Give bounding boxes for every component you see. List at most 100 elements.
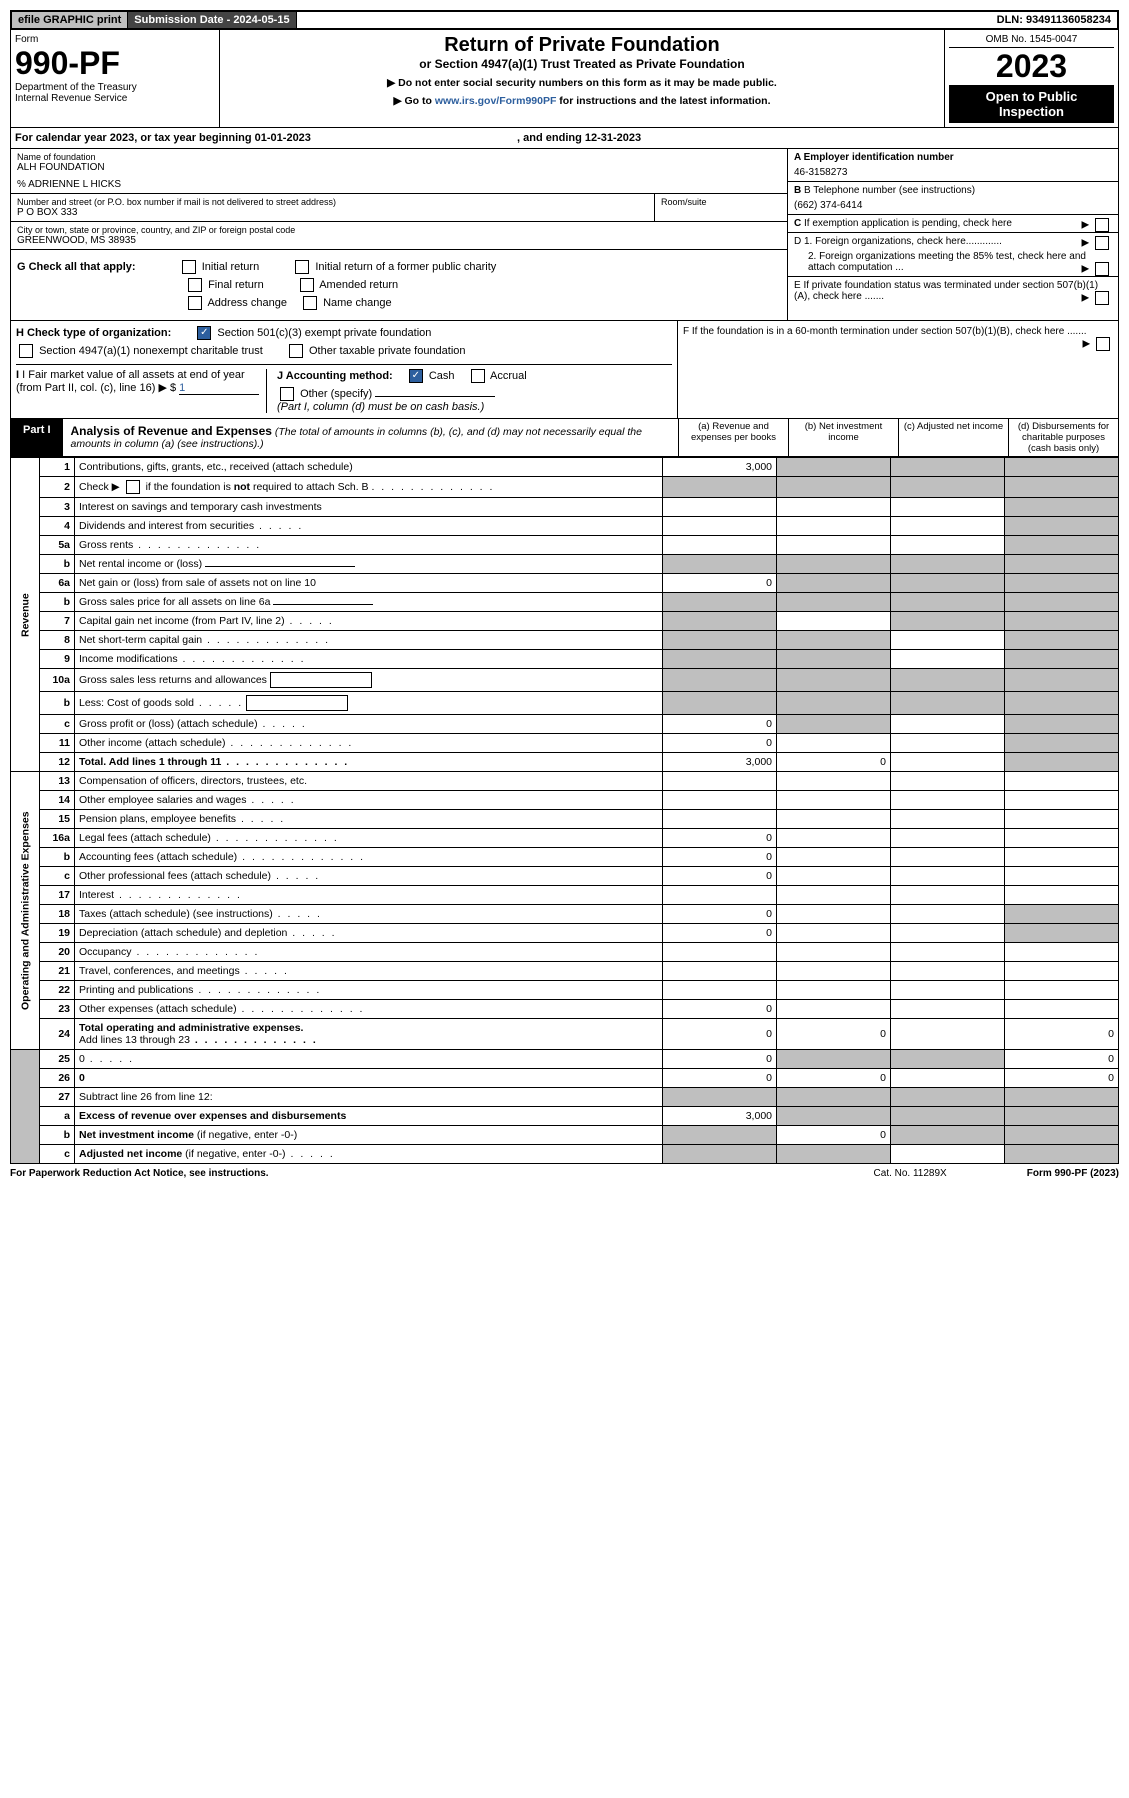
col-d-header: (d) Disbursements for charitable purpose… (1008, 419, 1118, 456)
table-row: 11Other income (attach schedule)0 (11, 734, 1119, 753)
table-row: Revenue 1Contributions, gifts, grants, e… (11, 458, 1119, 477)
table-row: 21Travel, conferences, and meetings (11, 962, 1119, 981)
efile-print-button[interactable]: efile GRAPHIC print (12, 12, 128, 28)
irs-label: Internal Revenue Service (15, 93, 215, 104)
i-value[interactable]: 1 (179, 382, 259, 395)
submission-date: Submission Date - 2024-05-15 (128, 12, 296, 28)
table-row: cGross profit or (loss) (attach schedule… (11, 715, 1119, 734)
table-row: 5aGross rents (11, 536, 1119, 555)
expenses-label: Operating and Administrative Expenses (11, 772, 40, 1050)
c-label: C If exemption application is pending, c… (794, 218, 1012, 229)
table-row: 18Taxes (attach schedule) (see instructi… (11, 905, 1119, 924)
table-row: 10aGross sales less returns and allowanc… (11, 669, 1119, 692)
table-row: 27Subtract line 26 from line 12: (11, 1088, 1119, 1107)
addr-label: Number and street (or P.O. box number if… (17, 197, 648, 207)
room-label: Room/suite (661, 197, 781, 207)
d2-checkbox[interactable] (1095, 262, 1109, 276)
c-checkbox[interactable] (1095, 218, 1109, 232)
f-label: F If the foundation is in a 60-month ter… (683, 326, 1087, 337)
table-row: aExcess of revenue over expenses and dis… (11, 1107, 1119, 1126)
irs-link[interactable]: www.irs.gov/Form990PF (435, 95, 557, 107)
table-row: 9Income modifications (11, 650, 1119, 669)
care-of: % ADRIENNE L HICKS (17, 179, 781, 190)
entity-info: Name of foundation ALH FOUNDATION % ADRI… (10, 149, 1119, 321)
e-label: E If private foundation status was termi… (794, 280, 1098, 302)
h-other-checkbox[interactable] (289, 344, 303, 358)
j-accrual-checkbox[interactable] (471, 369, 485, 383)
j-other-checkbox[interactable] (280, 387, 294, 401)
table-row: Operating and Administrative Expenses 13… (11, 772, 1119, 791)
form-title: Return of Private Foundation (230, 34, 934, 57)
col-c-header: (c) Adjusted net income (898, 419, 1008, 456)
revenue-label: Revenue (11, 458, 40, 772)
table-row: 19Depreciation (attach schedule) and dep… (11, 924, 1119, 943)
part-1-header: Part I Analysis of Revenue and Expenses … (10, 419, 1119, 457)
h-label: H Check type of organization: (16, 327, 171, 339)
b-label: B B Telephone number (see instructions) (794, 185, 1112, 196)
table-row: 16aLegal fees (attach schedule)0 (11, 829, 1119, 848)
part-1-table: Revenue 1Contributions, gifts, grants, e… (10, 457, 1119, 1164)
foundation-name: ALH FOUNDATION (17, 162, 781, 173)
table-row: 3Interest on savings and temporary cash … (11, 498, 1119, 517)
table-row: 2Check ▶ if the foundation is not requir… (11, 477, 1119, 498)
omb-number: OMB No. 1545-0047 (949, 34, 1114, 48)
table-row: 4Dividends and interest from securities (11, 517, 1119, 536)
open-to-public: Open to Public Inspection (949, 85, 1114, 123)
table-row: 14Other employee salaries and wages (11, 791, 1119, 810)
dln: DLN: 93491136058234 (991, 12, 1117, 28)
form-word: Form (15, 34, 215, 45)
form-subtitle: or Section 4947(a)(1) Trust Treated as P… (230, 57, 934, 71)
name-label: Name of foundation (17, 152, 781, 162)
table-row: 24Total operating and administrative exp… (11, 1019, 1119, 1050)
city-label: City or town, state or province, country… (17, 225, 781, 235)
e-checkbox[interactable] (1095, 291, 1109, 305)
table-row: bAccounting fees (attach schedule)0 (11, 848, 1119, 867)
d1-checkbox[interactable] (1095, 236, 1109, 250)
table-row: 7Capital gain net income (from Part IV, … (11, 612, 1119, 631)
form-header: Form 990-PF Department of the Treasury I… (10, 30, 1119, 128)
table-row: bNet rental income or (loss) (11, 555, 1119, 574)
city-state-zip: GREENWOOD, MS 38935 (17, 235, 781, 246)
form-number: 990-PF (15, 45, 215, 82)
table-row: cOther professional fees (attach schedul… (11, 867, 1119, 886)
table-row: bNet investment income (if negative, ent… (11, 1126, 1119, 1145)
top-bar: efile GRAPHIC print Submission Date - 20… (10, 10, 1119, 30)
final-return-checkbox[interactable] (188, 278, 202, 292)
page-footer: For Paperwork Reduction Act Notice, see … (10, 1164, 1119, 1183)
table-row: 22Printing and publications (11, 981, 1119, 1000)
table-row: cAdjusted net income (if negative, enter… (11, 1145, 1119, 1164)
table-row: 260000 (11, 1069, 1119, 1088)
j-cash-checkbox[interactable] (409, 369, 423, 383)
cat-no: Cat. No. 11289X (874, 1168, 947, 1179)
col-a-header: (a) Revenue and expenses per books (678, 419, 788, 456)
street-address: P O BOX 333 (17, 207, 648, 218)
j-label: J Accounting method: (277, 370, 393, 382)
instr-line-2: ▶ Go to www.irs.gov/Form990PF for instru… (230, 95, 934, 107)
g-label: G Check all that apply: (17, 261, 136, 273)
table-row: 17Interest (11, 886, 1119, 905)
table-row: bGross sales price for all assets on lin… (11, 593, 1119, 612)
d2-label: 2. Foreign organizations meeting the 85%… (794, 251, 1112, 273)
part-label: Part I (11, 419, 63, 456)
table-row: 25000 (11, 1050, 1119, 1069)
initial-former-checkbox[interactable] (295, 260, 309, 274)
table-row: bLess: Cost of goods sold (11, 692, 1119, 715)
h-4947-checkbox[interactable] (19, 344, 33, 358)
initial-return-checkbox[interactable] (182, 260, 196, 274)
a-label: A Employer identification number (794, 152, 1112, 163)
part-title: Analysis of Revenue and Expenses (71, 424, 272, 438)
table-row: 6aNet gain or (loss) from sale of assets… (11, 574, 1119, 593)
ein: 46-3158273 (794, 167, 1112, 178)
instr-line-1: ▶ Do not enter social security numbers o… (230, 77, 934, 89)
amended-return-checkbox[interactable] (300, 278, 314, 292)
table-row: 8Net short-term capital gain (11, 631, 1119, 650)
h-501c3-checkbox[interactable] (197, 326, 211, 340)
f-checkbox[interactable] (1096, 337, 1110, 351)
table-row: 15Pension plans, employee benefits (11, 810, 1119, 829)
form-ref: Form 990-PF (2023) (1027, 1168, 1119, 1179)
table-row: 12Total. Add lines 1 through 113,0000 (11, 753, 1119, 772)
sch-b-checkbox[interactable] (126, 480, 140, 494)
name-change-checkbox[interactable] (303, 296, 317, 310)
address-change-checkbox[interactable] (188, 296, 202, 310)
table-row: 20Occupancy (11, 943, 1119, 962)
